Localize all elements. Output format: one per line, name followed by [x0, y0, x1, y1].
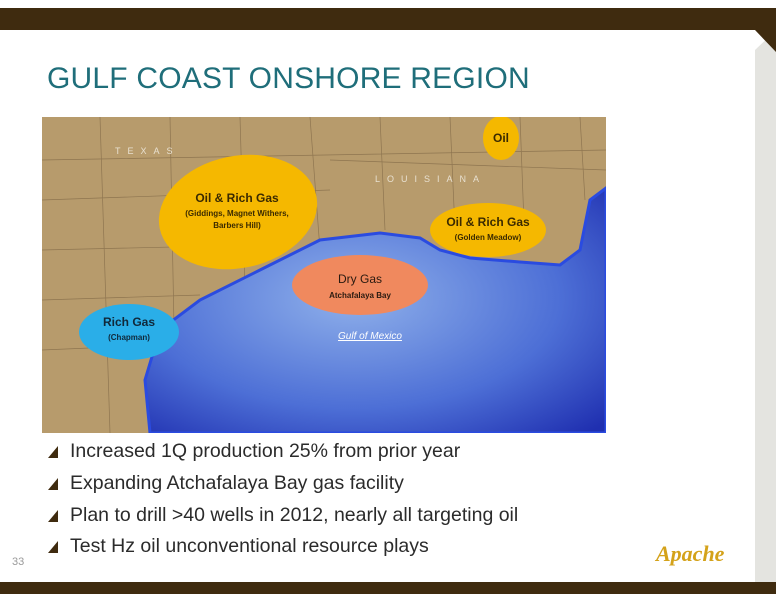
region-bubble	[483, 117, 519, 160]
state-label: TEXAS	[115, 146, 180, 156]
region-bubble	[292, 255, 428, 315]
bullet-item: Plan to drill >40 wells in 2012, nearly …	[48, 504, 518, 527]
bullet-text: Expanding Atchafalaya Bay gas facility	[70, 472, 404, 494]
company-logo: Apache	[656, 541, 725, 566]
region-label: Rich Gas	[103, 315, 155, 329]
page-number: 33	[12, 556, 25, 568]
region-detail: Atchafalaya Bay	[329, 291, 391, 300]
bullet-marker	[48, 509, 58, 522]
bullet-text: Increased 1Q production 25% from prior y…	[70, 440, 461, 462]
side-strip	[755, 30, 776, 582]
bullet-text: Plan to drill >40 wells in 2012, nearly …	[70, 504, 519, 526]
bullet-item: Increased 1Q production 25% from prior y…	[48, 440, 460, 463]
bullet-item: Expanding Atchafalaya Bay gas facility	[48, 472, 404, 495]
bullet-marker	[48, 477, 58, 490]
region-detail: Barbers Hill)	[213, 221, 261, 230]
region-detail: (Giddings, Magnet Withers,	[185, 209, 288, 218]
sea-label: Gulf of Mexico	[338, 331, 402, 342]
state-label: LOUISIANA	[375, 174, 486, 184]
region-detail: (Chapman)	[108, 333, 150, 342]
region-bubble	[79, 304, 179, 360]
region-detail: (Golden Meadow)	[455, 233, 522, 242]
bullet-text: Test Hz oil unconventional resource play…	[70, 535, 429, 557]
slide-title: GULF COAST ONSHORE REGION	[47, 62, 530, 95]
bottom-bar	[0, 582, 776, 594]
top-bar	[0, 8, 776, 30]
region-bubble	[158, 154, 318, 270]
bullet-marker	[48, 540, 58, 553]
region-label: Oil & Rich Gas	[446, 215, 530, 229]
bullet-item: Test Hz oil unconventional resource play…	[48, 535, 429, 558]
corner-notch	[755, 30, 776, 52]
bullet-marker	[48, 445, 58, 458]
region-label: Oil & Rich Gas	[195, 191, 279, 205]
map: TEXAS LOUISIANA Gulf of Mexico Oil Oil &…	[42, 117, 606, 433]
region-label: Oil	[493, 131, 509, 145]
region-label: Dry Gas	[338, 272, 382, 286]
region-bubble	[430, 203, 546, 257]
